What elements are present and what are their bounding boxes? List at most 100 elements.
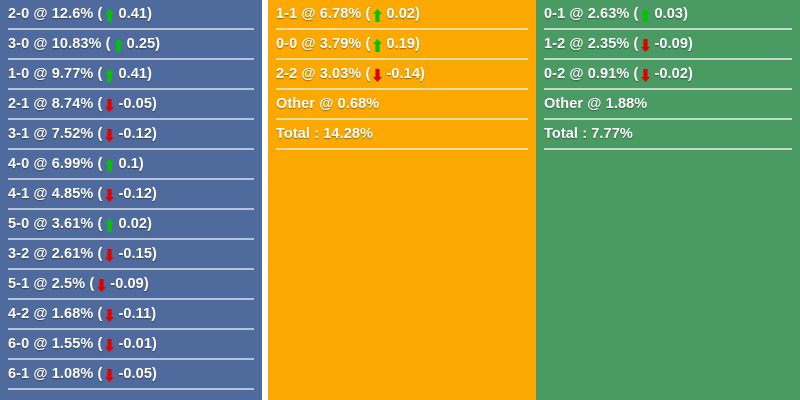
score-label: 2-0 xyxy=(8,6,30,22)
at-symbol: @ xyxy=(583,96,606,112)
score-percent: 0.91% xyxy=(587,66,630,82)
score-label: 0-0 xyxy=(276,36,298,52)
open-paren: ( xyxy=(629,6,639,22)
column-home-win: 2-0 @ 12.6% (0.41) 3-0 @ 10.83% (0.25) 1-0… xyxy=(0,0,262,400)
score-row[interactable]: 1-1 @ 6.78% (0.02) xyxy=(276,0,528,30)
at-symbol: @ xyxy=(297,36,320,52)
open-paren: ( xyxy=(93,216,103,232)
score-row[interactable]: 3-2 @ 2.61% (-0.15) xyxy=(8,240,254,270)
score-row[interactable]: Other @ 0.68% xyxy=(276,90,528,120)
score-row-text: 0-1 @ 2.63% (0.03) xyxy=(544,6,688,22)
down-arrow-icon xyxy=(105,98,115,112)
score-row-text: 2-0 @ 12.6% (0.41) xyxy=(8,6,152,22)
delta-value: 0.19 xyxy=(386,36,416,52)
open-paren: ( xyxy=(361,36,371,52)
score-row-text: 0-0 @ 3.79% (0.19) xyxy=(276,36,420,52)
at-symbol: @ xyxy=(29,186,52,202)
open-paren: ( xyxy=(93,186,103,202)
score-percent: 1.68% xyxy=(51,306,94,322)
score-percent: 4.85% xyxy=(51,186,94,202)
score-row[interactable]: 2-2 @ 3.03% (-0.14) xyxy=(276,60,528,90)
score-label: Other xyxy=(276,96,316,112)
score-label: Other xyxy=(544,96,584,112)
close-paren: ) xyxy=(147,66,153,82)
at-symbol: @ xyxy=(29,66,52,82)
score-percent: 9.77% xyxy=(51,66,94,82)
score-row[interactable]: 0-2 @ 0.91% (-0.02) xyxy=(544,60,792,90)
score-row[interactable]: 4-1 @ 4.85% (-0.12) xyxy=(8,180,254,210)
total-label: Total : xyxy=(544,126,588,142)
score-row[interactable]: 4-2 @ 1.68% (-0.11) xyxy=(8,300,254,330)
score-row-text: Total : 7.77% xyxy=(544,126,633,142)
score-row[interactable]: 0-1 @ 2.63% (0.03) xyxy=(544,0,792,30)
up-arrow-icon xyxy=(113,38,123,52)
at-symbol: @ xyxy=(29,126,52,142)
score-percent: 1.88% xyxy=(605,96,648,112)
score-row[interactable]: 0-0 @ 3.79% (0.19) xyxy=(276,30,528,60)
close-paren: ) xyxy=(420,66,425,82)
open-paren: ( xyxy=(93,96,103,112)
score-percent: 10.83% xyxy=(51,36,102,52)
score-label: 2-1 xyxy=(8,96,30,112)
score-percent: 2.63% xyxy=(587,6,630,22)
delta-value: 0.41 xyxy=(118,66,148,82)
score-row[interactable]: 6-1 @ 1.08% (-0.05) xyxy=(8,360,254,390)
at-symbol: @ xyxy=(315,96,338,112)
close-paren: ) xyxy=(152,366,157,382)
delta-value: 0.25 xyxy=(126,36,156,52)
score-row[interactable]: 6-0 @ 1.55% (-0.01) xyxy=(8,330,254,360)
score-label: 0-1 xyxy=(544,6,566,22)
score-label: 4-0 xyxy=(8,156,30,172)
score-percent: 8.74% xyxy=(51,96,94,112)
score-row[interactable]: 5-1 @ 2.5% (-0.09) xyxy=(8,270,254,300)
open-paren: ( xyxy=(93,126,103,142)
delta-value: -0.05 xyxy=(118,366,153,382)
score-row[interactable]: Other @ 1.88% xyxy=(544,90,792,120)
score-row[interactable]: 5-0 @ 3.61% (0.02) xyxy=(8,210,254,240)
score-row[interactable]: 2-0 @ 12.6% (0.41) xyxy=(8,0,254,30)
close-paren: ) xyxy=(688,66,693,82)
score-row-text: Total : 14.28% xyxy=(276,126,373,142)
score-row[interactable]: 2-1 @ 8.74% (-0.05) xyxy=(8,90,254,120)
score-label: 4-1 xyxy=(8,186,30,202)
at-symbol: @ xyxy=(29,216,52,232)
open-paren: ( xyxy=(101,36,111,52)
score-row[interactable]: 1-0 @ 9.77% (0.41) xyxy=(8,60,254,90)
close-paren: ) xyxy=(152,336,157,352)
down-arrow-icon xyxy=(105,368,115,382)
score-percent: 1.55% xyxy=(51,336,94,352)
close-paren: ) xyxy=(688,36,693,52)
score-row-text: 1-0 @ 9.77% (0.41) xyxy=(8,66,152,82)
at-symbol: @ xyxy=(565,36,588,52)
at-symbol: @ xyxy=(29,366,52,382)
total-row[interactable]: Total : 7.77% xyxy=(544,120,792,150)
score-percent: 2.61% xyxy=(51,246,94,262)
open-paren: ( xyxy=(629,36,639,52)
score-label: 4-2 xyxy=(8,306,30,322)
score-percent: 6.99% xyxy=(51,156,94,172)
at-symbol: @ xyxy=(29,306,52,322)
at-symbol: @ xyxy=(29,96,52,112)
score-row[interactable]: 1-2 @ 2.35% (-0.09) xyxy=(544,30,792,60)
open-paren: ( xyxy=(93,366,103,382)
score-percent: 6.78% xyxy=(319,6,362,22)
score-row-text: 6-0 @ 1.55% (-0.01) xyxy=(8,336,157,352)
at-symbol: @ xyxy=(297,66,320,82)
delta-value: -0.14 xyxy=(386,66,421,82)
score-row[interactable]: 3-1 @ 7.52% (-0.12) xyxy=(8,120,254,150)
score-row[interactable]: 4-0 @ 6.99% (0.1) xyxy=(8,150,254,180)
delta-value: 0.41 xyxy=(118,6,148,22)
score-row-text: 2-1 @ 8.74% (-0.05) xyxy=(8,96,157,112)
score-row[interactable]: 3-0 @ 10.83% (0.25) xyxy=(8,30,254,60)
score-label: 3-0 xyxy=(8,36,30,52)
score-percent: 3.03% xyxy=(319,66,362,82)
open-paren: ( xyxy=(93,336,103,352)
close-paren: ) xyxy=(152,96,157,112)
delta-value: -0.12 xyxy=(118,186,153,202)
score-percent: 3.79% xyxy=(319,36,362,52)
score-row-text: 5-1 @ 2.5% (-0.09) xyxy=(8,276,149,292)
at-symbol: @ xyxy=(297,6,320,22)
total-row[interactable]: Total : 14.28% xyxy=(276,120,528,150)
score-row-text: 3-0 @ 10.83% (0.25) xyxy=(8,36,160,52)
total-percent: 7.77% xyxy=(587,126,633,142)
